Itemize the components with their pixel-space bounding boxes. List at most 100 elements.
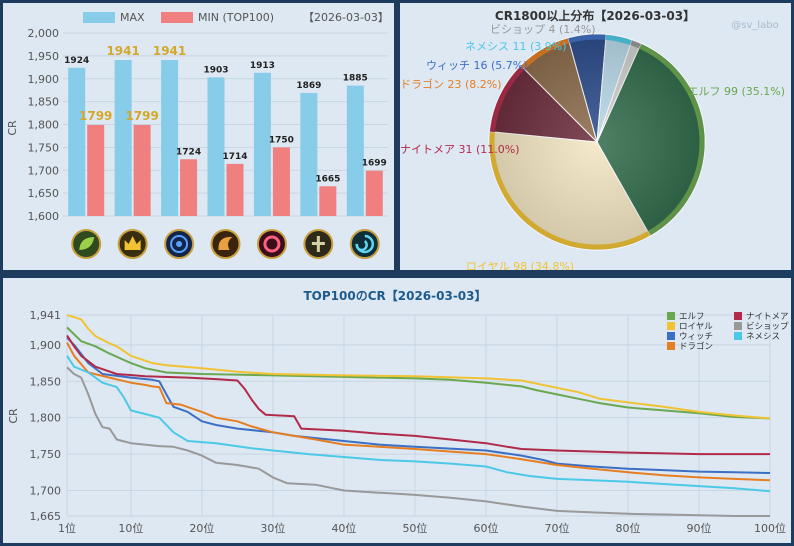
line-ytick-label: 1,665	[30, 510, 62, 523]
bar-max	[114, 59, 132, 217]
pie-slice-label: エルフ 99 (35.1%)	[687, 85, 785, 98]
bar-min	[180, 159, 198, 216]
line-xtick-label: 100位	[754, 521, 786, 535]
line-xtick-label: 50位	[402, 521, 427, 535]
bar-max-value: 1869	[296, 81, 321, 91]
bar-min	[226, 163, 244, 216]
pie-slice-label: ネメシス 11 (3.9%)	[465, 40, 567, 53]
line-legend-swatch	[734, 322, 742, 330]
line-xtick-label: 90位	[686, 521, 711, 535]
legend-min-swatch	[161, 12, 193, 23]
line-ytick-label: 1,850	[30, 375, 62, 388]
line-ytick-label: 1,800	[30, 412, 62, 425]
bar-marks: 1924 1799 1941 1799 1941 1724 1903 1714 1913 1750…	[64, 44, 387, 217]
legend-min-label: MIN (TOP100)	[198, 11, 274, 24]
watermark: @sv_labo	[731, 20, 779, 31]
line-legend-swatch	[667, 332, 675, 340]
pie-chart-title: CR1800以上分布【2026-03-03】	[495, 8, 695, 23]
line-series	[66, 314, 771, 517]
bar-chart-date: 【2026-03-03】	[303, 11, 389, 24]
bar-min	[87, 124, 105, 216]
bar-max	[68, 67, 86, 217]
bishop-icon	[303, 229, 334, 259]
pie-chart: CR1800以上分布【2026-03-03】 @sv_labo エルフ 99 (…	[400, 8, 785, 270]
witch-icon	[164, 229, 195, 259]
bar-max-value: 1913	[250, 61, 275, 71]
line-xtick-label: 30位	[260, 521, 285, 535]
nightmare-icon	[256, 229, 287, 259]
line-chart: TOP100のCR【2026-03-03】 CR 1,665 1,700 1,750…	[7, 288, 789, 535]
bar-min	[365, 170, 383, 216]
elf-icon	[71, 229, 102, 259]
line-chart-title: TOP100のCR【2026-03-03】	[303, 288, 486, 303]
bar-max	[253, 72, 271, 217]
bar-chart-ylabel: CR	[6, 120, 19, 136]
bar-max-value: 1885	[343, 74, 368, 84]
bar-min-value: 1714	[222, 152, 247, 162]
line-xtick-label: 60位	[473, 521, 498, 535]
line-legend-label: ネメシス	[746, 332, 780, 342]
pie-slice-label: ナイトメア 31 (11.0%)	[400, 143, 520, 156]
bar-min	[133, 124, 151, 216]
line-legend-label: エルフ	[679, 312, 705, 322]
pie-slices	[488, 33, 706, 251]
line-legend-swatch	[667, 312, 675, 320]
bar-max	[300, 92, 318, 216]
bar-min-value: 1665	[315, 174, 340, 184]
line-ytick-label: 1,750	[30, 448, 62, 461]
nemesis-icon	[349, 229, 380, 259]
bar-max-value: 1903	[203, 65, 228, 75]
bar-chart: MAX MIN (TOP100) 【2026-03-03】 CR 1,600 1,…	[6, 11, 389, 259]
pie-slice-label: ドラゴン 23 (8.2%)	[400, 77, 502, 91]
royal-icon	[117, 229, 148, 259]
bar-ytick-label: 1,900	[28, 73, 60, 86]
line-series-path	[66, 334, 770, 456]
bar-min-value: 1750	[269, 135, 294, 145]
line-series-path	[66, 355, 771, 493]
bar-min	[319, 186, 337, 216]
bar-ytick-label: 1,650	[28, 187, 60, 200]
line-ytick-label: 1,941	[30, 309, 62, 322]
legend-max-swatch	[83, 12, 115, 23]
line-xtick-label: 10位	[118, 521, 143, 535]
dragon-icon	[210, 229, 241, 259]
bar-chart-panel: MAX MIN (TOP100) 【2026-03-03】 CR 1,600 1,…	[3, 3, 394, 270]
bar-min-value: 1724	[176, 147, 201, 157]
line-series-path	[66, 366, 770, 517]
line-legend-swatch	[667, 342, 675, 350]
pie-slice-label: ウィッチ 16 (5.7%)	[426, 59, 528, 72]
pie-shade	[489, 34, 705, 250]
bar-max	[346, 85, 364, 216]
line-legend-swatch	[734, 332, 742, 340]
line-xtick-label: 80位	[615, 521, 640, 535]
line-series-path	[66, 342, 771, 482]
bar-max-value: 1941	[153, 44, 186, 58]
bar-min-value: 1699	[362, 159, 387, 169]
bar-min-value: 1799	[125, 109, 158, 123]
pie-slice-label: ロイヤル 98 (34.8%)	[466, 260, 574, 270]
line-xtick-label: 1位	[58, 521, 76, 535]
line-series-path	[66, 326, 771, 420]
line-chart-panel: TOP100のCR【2026-03-03】 CR 1,665 1,700 1,750…	[3, 278, 791, 543]
legend-max-label: MAX	[120, 11, 145, 24]
line-series-path	[66, 314, 771, 420]
bar-max	[207, 77, 225, 216]
line-xtick-label: 20位	[189, 521, 214, 535]
line-ytick-label: 1,700	[30, 485, 62, 498]
bar-min-value: 1799	[79, 109, 112, 123]
bar-ytick-label: 2,000	[28, 27, 60, 40]
line-legend-label: ナイトメア	[746, 312, 789, 322]
pie-slice-label: ビショップ 4 (1.4%)	[490, 23, 596, 36]
pie-labels: エルフ 99 (35.1%) ロイヤル 98 (34.8%) ナイトメア 31 (1…	[400, 23, 785, 270]
bar-ytick-label: 1,850	[28, 96, 60, 109]
line-legend-label: ウィッチ	[679, 332, 713, 342]
bar-max	[161, 59, 179, 217]
bar-ytick-label: 1,950	[28, 50, 60, 63]
line-ytick-label: 1,900	[30, 339, 62, 352]
line-xtick-label: 70位	[544, 521, 569, 535]
bar-ytick-label: 1,600	[28, 210, 60, 223]
bar-min	[272, 147, 290, 216]
bar-max-value: 1924	[64, 56, 89, 66]
line-xtick-label: 40位	[331, 521, 356, 535]
